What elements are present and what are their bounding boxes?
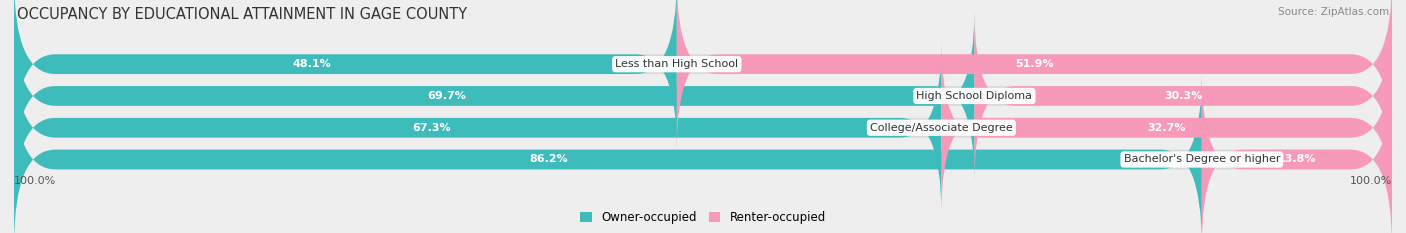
Text: 48.1%: 48.1% [292,59,332,69]
FancyBboxPatch shape [14,42,1392,213]
Legend: Owner-occupied, Renter-occupied: Owner-occupied, Renter-occupied [575,206,831,229]
FancyBboxPatch shape [14,42,942,213]
FancyBboxPatch shape [14,74,1392,233]
FancyBboxPatch shape [14,0,1392,150]
Text: 13.8%: 13.8% [1278,154,1316,164]
Text: 100.0%: 100.0% [14,176,56,186]
Text: 86.2%: 86.2% [529,154,568,164]
Text: 69.7%: 69.7% [427,91,465,101]
Text: College/Associate Degree: College/Associate Degree [870,123,1012,133]
FancyBboxPatch shape [974,10,1392,182]
Text: Source: ZipAtlas.com: Source: ZipAtlas.com [1278,7,1389,17]
Text: Less than High School: Less than High School [616,59,738,69]
FancyBboxPatch shape [676,0,1392,150]
Text: 32.7%: 32.7% [1147,123,1185,133]
FancyBboxPatch shape [14,10,1392,182]
Text: OCCUPANCY BY EDUCATIONAL ATTAINMENT IN GAGE COUNTY: OCCUPANCY BY EDUCATIONAL ATTAINMENT IN G… [17,7,467,22]
Text: Bachelor's Degree or higher: Bachelor's Degree or higher [1123,154,1279,164]
Text: High School Diploma: High School Diploma [917,91,1032,101]
Text: 67.3%: 67.3% [412,123,451,133]
Text: 30.3%: 30.3% [1164,91,1202,101]
Text: 100.0%: 100.0% [1350,176,1392,186]
FancyBboxPatch shape [14,10,974,182]
FancyBboxPatch shape [1202,74,1392,233]
FancyBboxPatch shape [942,42,1392,213]
FancyBboxPatch shape [14,74,1202,233]
FancyBboxPatch shape [14,0,676,150]
Text: 51.9%: 51.9% [1015,59,1053,69]
